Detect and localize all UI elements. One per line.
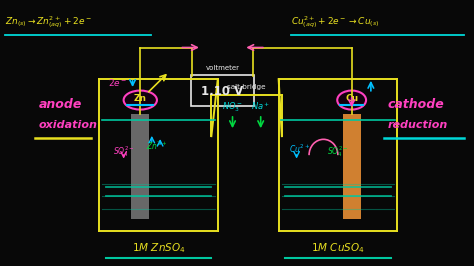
Text: $Zn^{2+}$: $Zn^{2+}$ — [146, 139, 167, 152]
Text: $Zn_{(s)} \rightarrow Zn^{2+}_{(aq)} + 2e^-$: $Zn_{(s)} \rightarrow Zn^{2+}_{(aq)} + 2… — [5, 14, 92, 30]
Text: oxidation: oxidation — [38, 120, 97, 130]
Text: voltmeter: voltmeter — [206, 65, 239, 71]
Text: reduction: reduction — [388, 120, 448, 130]
Text: Zn: Zn — [134, 94, 147, 103]
Text: anode: anode — [38, 98, 82, 111]
Text: $Cu^{2+}$: $Cu^{2+}$ — [289, 143, 310, 155]
Bar — [343, 114, 361, 218]
Text: $1M\ ZnSO_4$: $1M\ ZnSO_4$ — [132, 241, 185, 255]
Text: $SO_4^{2-}$: $SO_4^{2-}$ — [327, 144, 348, 159]
Text: cathode: cathode — [388, 98, 444, 111]
Ellipse shape — [124, 90, 157, 110]
Text: $Na^+$: $Na^+$ — [251, 101, 270, 112]
Text: $NO_3^-$: $NO_3^-$ — [222, 101, 243, 114]
Text: $SO_4^{2-}$: $SO_4^{2-}$ — [113, 144, 135, 159]
FancyBboxPatch shape — [191, 75, 254, 106]
Ellipse shape — [337, 90, 366, 110]
Text: Cu: Cu — [345, 94, 358, 103]
Text: salt bridge: salt bridge — [228, 84, 266, 90]
Text: $1M\ CuSO_4$: $1M\ CuSO_4$ — [311, 241, 365, 255]
Text: $Cu^{2+}_{(aq)} + 2e^- \rightarrow Cu_{(s)}$: $Cu^{2+}_{(aq)} + 2e^- \rightarrow Cu_{(… — [292, 14, 380, 30]
Text: $2e^-$: $2e^-$ — [108, 77, 128, 88]
Bar — [131, 114, 149, 218]
Text: 1.10 V: 1.10 V — [201, 85, 244, 98]
